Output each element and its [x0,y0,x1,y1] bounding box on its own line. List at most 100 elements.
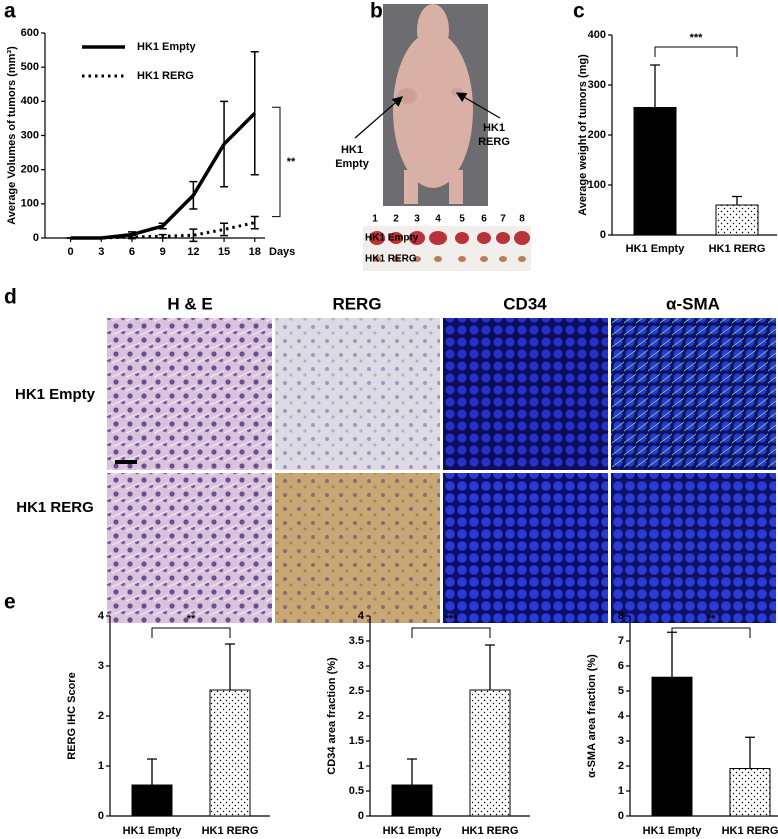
significance-label: *** [690,32,704,44]
tumor-number: 3 [414,214,420,225]
x-tick-label: HK1 Empty [643,825,703,837]
error-bar [158,222,167,230]
significance-label: ** [707,613,716,625]
bar [633,107,677,236]
arrow [455,92,501,119]
y-tick-label: 4 [358,610,365,622]
error-bar [147,758,157,785]
y-tick-label: 2 [358,710,364,722]
error-bar [745,736,755,769]
y-tick-label: 8 [618,610,624,622]
error-bar [732,195,742,205]
arrow [354,96,403,139]
tumor-number: 6 [481,214,487,225]
panel-label: d [4,286,17,309]
error-bar [250,51,259,176]
y-tick-label: 2 [98,710,104,722]
x-tick-label: HK1 RERG [709,243,766,255]
significance-label: *** [445,613,459,625]
error-bar [225,643,235,690]
row-label: HK1 Empty [365,233,419,244]
y-tick-label: 300 [588,79,606,91]
y-tick-label: 1.5 [349,735,364,747]
callout: RERG [478,136,510,148]
y-tick-label: 2 [618,760,624,772]
significance-bracket [151,627,231,638]
column-header: H & E [167,294,212,313]
y-tick-label: 300 [21,129,39,141]
error-bar [189,180,198,210]
y-axis-label: Average weight of tumors (mg) [577,54,589,216]
tumor-number: 1 [372,214,378,225]
y-tick-label: 600 [21,27,39,39]
significance-bracket [654,46,738,57]
error-bar [158,233,167,239]
significance-label: ** [287,156,296,168]
y-tick-label: 3 [98,660,104,672]
y-axis-label: α-SMA area fraction (%) [586,654,598,778]
y-tick-label: 4 [98,610,105,622]
bar [391,784,433,817]
significance-bracket [671,627,751,638]
series-line [70,112,257,240]
panel-label: b [370,0,383,23]
error-bar [650,64,660,108]
panel-label: e [4,591,16,614]
bar [715,204,759,236]
callout: HK1 [483,122,505,134]
tumor-number: 2 [393,214,399,225]
mouse-photo [383,4,488,206]
bar [131,784,173,817]
x-tick-label: 18 [249,246,261,258]
y-tick-label: 200 [21,164,39,176]
x-tick-label: 6 [129,246,135,258]
tumor-photo [363,226,531,271]
panel-label: c [573,0,585,23]
x-tick-label: HK1 RERG [462,825,519,837]
y-tick-label: 4 [618,710,625,722]
histology-images [107,318,776,623]
tumor-number: 5 [459,214,465,225]
y-tick-label: 0 [600,229,606,241]
y-tick-label: 100 [588,179,606,191]
error-bar [189,228,198,243]
x-axis-label: Days [269,246,295,258]
y-tick-label: 2.5 [349,685,364,697]
y-tick-label: 0 [618,810,624,822]
error-bar [250,215,259,230]
y-tick-label: 500 [21,61,39,73]
y-axis-label: CD34 area fraction (%) [326,657,338,775]
error-bar [407,758,417,785]
y-tick-label: 0 [358,810,364,822]
y-tick-label: 5 [618,685,624,697]
x-tick-label: 12 [187,246,199,258]
row-label: HK1 RERG [16,499,94,516]
x-tick-label: 15 [218,246,230,258]
callout: Empty [335,158,370,170]
row-label: HK1 RERG [365,254,417,265]
column-header: α-SMA [666,294,720,313]
y-axis-label: RERG IHC Score [66,672,78,759]
tumor-number: 7 [500,214,506,225]
error-bar [220,100,229,188]
bar [651,676,693,817]
callout: HK1 [341,144,363,156]
y-tick-label: 1 [358,760,364,772]
error-bar [667,631,677,678]
error-bar [220,222,229,237]
y-tick-label: 0 [98,810,104,822]
error-bar [127,234,136,240]
y-axis-label: Average Volumes of tumors (mm³) [6,46,18,225]
column-header: CD34 [503,294,547,313]
y-tick-label: 3 [358,660,364,672]
y-tick-label: 3.5 [349,635,364,647]
y-tick-label: 3 [618,735,624,747]
row-label: HK1 Empty [15,386,96,403]
error-bar [485,644,495,690]
legend-label: HK1 Empty [137,41,197,53]
significance-bracket [272,106,281,218]
y-tick-label: 100 [21,198,39,210]
y-tick-label: 400 [588,29,606,41]
bar [209,689,251,817]
x-tick-label: 9 [160,246,166,258]
